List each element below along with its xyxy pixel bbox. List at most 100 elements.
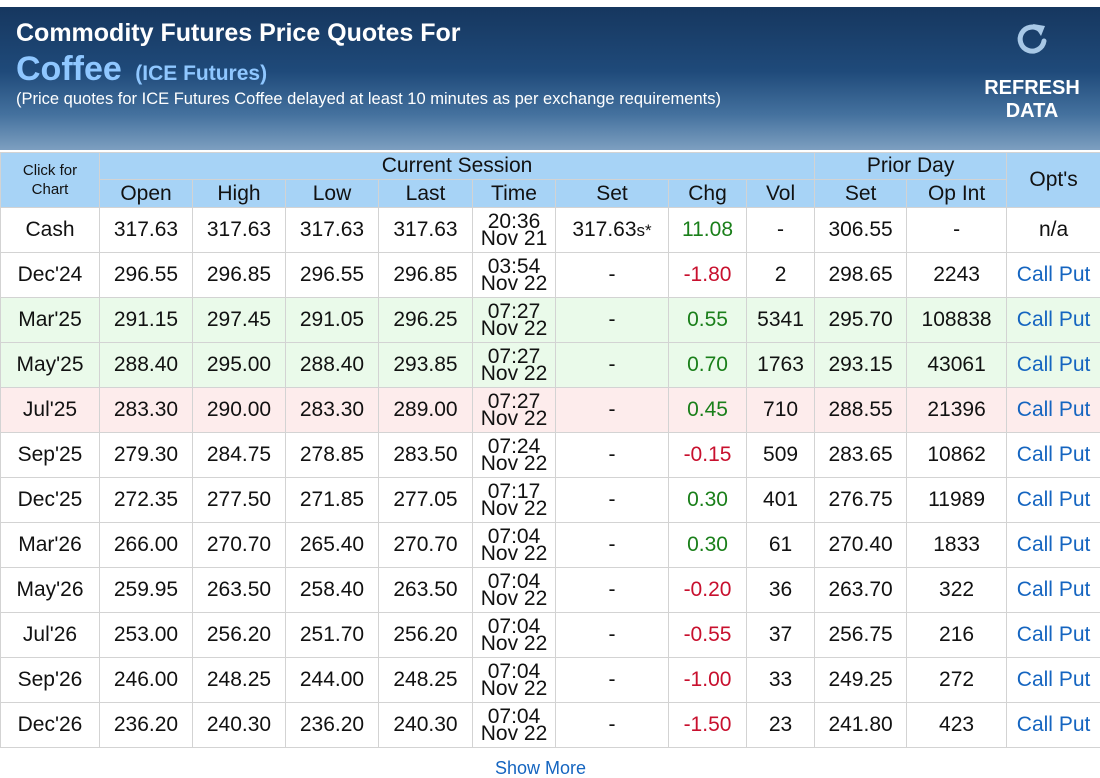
put-link[interactable]: Put	[1059, 578, 1091, 601]
call-link[interactable]: Call	[1017, 353, 1053, 376]
contract-chart-link[interactable]: May'25	[1, 343, 100, 388]
contract-chart-link[interactable]: Dec'24	[1, 253, 100, 298]
options-cell: Call Put	[1007, 253, 1100, 298]
put-link[interactable]: Put	[1059, 263, 1091, 286]
put-link[interactable]: Put	[1059, 623, 1091, 646]
put-link[interactable]: Put	[1059, 533, 1091, 556]
contract-chart-link[interactable]: Dec'26	[1, 703, 100, 748]
contract-chart-link[interactable]: Mar'25	[1, 298, 100, 343]
open-interest-cell: -	[907, 208, 1007, 253]
change-cell: 0.30	[669, 478, 747, 523]
contract-chart-link[interactable]: May'26	[1, 568, 100, 613]
prior-set-cell: 288.55	[815, 388, 907, 433]
low-cell: 291.05	[286, 298, 379, 343]
call-link[interactable]: Call	[1017, 668, 1053, 691]
show-more-link[interactable]: Show More	[495, 758, 586, 778]
last-cell: 296.25	[379, 298, 473, 343]
contract-chart-link[interactable]: Cash	[1, 208, 100, 253]
set-cell: -	[556, 388, 669, 433]
high-cell: 256.20	[193, 613, 286, 658]
settlement-flag: s*	[637, 221, 652, 240]
high-cell: 284.75	[193, 433, 286, 478]
change-cell: 0.45	[669, 388, 747, 433]
call-link[interactable]: Call	[1017, 263, 1053, 286]
put-link[interactable]: Put	[1059, 713, 1091, 736]
volume-cell: 33	[747, 658, 815, 703]
refresh-data-button[interactable]: REFRESH DATA	[976, 21, 1088, 125]
set-cell: -	[556, 253, 669, 298]
col-open: Open	[100, 180, 193, 208]
put-link[interactable]: Put	[1059, 398, 1091, 421]
contract-chart-link[interactable]: Mar'26	[1, 523, 100, 568]
call-link[interactable]: Call	[1017, 398, 1053, 421]
header-row-groups: Click for Chart Current Session Prior Da…	[1, 153, 1100, 180]
call-link[interactable]: Call	[1017, 488, 1053, 511]
high-cell: 290.00	[193, 388, 286, 433]
col-time: Time	[473, 180, 556, 208]
call-link[interactable]: Call	[1017, 533, 1053, 556]
call-link[interactable]: Call	[1017, 578, 1053, 601]
open-interest-cell: 43061	[907, 343, 1007, 388]
call-link[interactable]: Call	[1017, 623, 1053, 646]
high-cell: 248.25	[193, 658, 286, 703]
low-cell: 288.40	[286, 343, 379, 388]
low-cell: 317.63	[286, 208, 379, 253]
put-link[interactable]: Put	[1059, 668, 1091, 691]
volume-cell: 1763	[747, 343, 815, 388]
put-link[interactable]: Put	[1059, 353, 1091, 376]
open-cell: 272.35	[100, 478, 193, 523]
last-cell: 240.30	[379, 703, 473, 748]
high-cell: 297.45	[193, 298, 286, 343]
click-for-chart-header: Click for Chart	[1, 153, 100, 208]
last-cell: 248.25	[379, 658, 473, 703]
high-cell: 296.85	[193, 253, 286, 298]
last-cell: 293.85	[379, 343, 473, 388]
contract-chart-link[interactable]: Dec'25	[1, 478, 100, 523]
put-link[interactable]: Put	[1059, 443, 1091, 466]
low-cell: 271.85	[286, 478, 379, 523]
contract-chart-link[interactable]: Jul'26	[1, 613, 100, 658]
contract-chart-link[interactable]: Sep'26	[1, 658, 100, 703]
low-cell: 278.85	[286, 433, 379, 478]
call-link[interactable]: Call	[1017, 308, 1053, 331]
options-cell: Call Put	[1007, 298, 1100, 343]
change-cell: 0.30	[669, 523, 747, 568]
high-cell: 295.00	[193, 343, 286, 388]
current-session-header: Current Session	[100, 153, 815, 180]
options-cell: Call Put	[1007, 388, 1100, 433]
col-low: Low	[286, 180, 379, 208]
open-cell: 236.20	[100, 703, 193, 748]
put-link[interactable]: Put	[1059, 308, 1091, 331]
change-cell: -0.15	[669, 433, 747, 478]
open-interest-cell: 216	[907, 613, 1007, 658]
call-link[interactable]: Call	[1017, 443, 1053, 466]
set-cell: -	[556, 523, 669, 568]
prior-set-cell: 306.55	[815, 208, 907, 253]
open-cell: 266.00	[100, 523, 193, 568]
put-link[interactable]: Put	[1059, 488, 1091, 511]
contract-chart-link[interactable]: Sep'25	[1, 433, 100, 478]
set-cell: -	[556, 703, 669, 748]
page-title: Commodity Futures Price Quotes For	[16, 19, 461, 47]
volume-cell: 710	[747, 388, 815, 433]
col-op-int: Op Int	[907, 180, 1007, 208]
open-cell: 283.30	[100, 388, 193, 433]
contract-chart-link[interactable]: Jul'25	[1, 388, 100, 433]
open-interest-cell: 272	[907, 658, 1007, 703]
volume-cell: 5341	[747, 298, 815, 343]
low-cell: 236.20	[286, 703, 379, 748]
low-cell: 244.00	[286, 658, 379, 703]
last-cell: 263.50	[379, 568, 473, 613]
call-link[interactable]: Call	[1017, 713, 1053, 736]
high-cell: 277.50	[193, 478, 286, 523]
